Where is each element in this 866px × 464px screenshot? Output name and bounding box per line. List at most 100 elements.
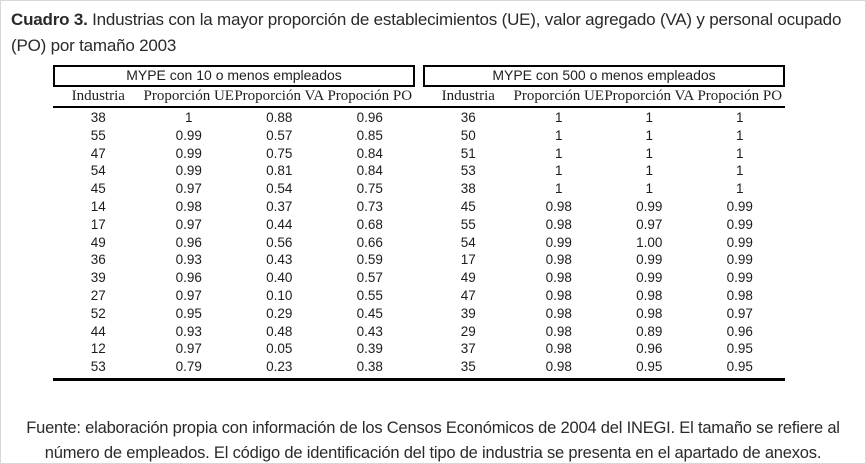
table-cell: 1 [554, 181, 563, 197]
column-header: Propoción PO [327, 88, 413, 104]
table-row-half: 12 0.97 0.05 0.39 [53, 340, 415, 358]
table-cell: 47 [460, 287, 476, 303]
table-cell: 0.95 [636, 359, 663, 375]
table-cell: 0.84 [356, 163, 383, 179]
table-row: 53 0.79 0.23 0.38 35 0.98 0.95 0.95 [53, 358, 785, 376]
table-cell: 0.55 [356, 287, 383, 303]
table-row-half: 39 0.98 0.98 0.97 [423, 305, 785, 323]
table-cell: 17 [460, 252, 476, 268]
table-body: 38 1 0.88 0.96 36 1 1 1 55 0.99 0.57 0.85 50 1 1 1 47 0.9… [53, 108, 785, 381]
row-gap [415, 198, 423, 216]
row-gap [415, 269, 423, 287]
row-gap [415, 305, 423, 323]
source-note: Fuente: elaboración propia con informaci… [26, 418, 840, 462]
table-row-half: 45 0.98 0.99 0.99 [423, 198, 785, 216]
table-cell: 0.37 [266, 198, 293, 214]
table-cell: 0.99 [175, 145, 202, 161]
table-cell: 0.88 [266, 110, 293, 125]
table-row-half: 54 0.99 0.81 0.84 [53, 162, 415, 180]
table-caption: Cuadro 3. Industrias con la mayor propor… [11, 7, 855, 59]
row-gap [415, 216, 423, 234]
table-cell: 45 [90, 181, 106, 197]
table-cell: 1.00 [636, 234, 663, 250]
row-gap [415, 251, 423, 269]
row-gap [415, 109, 423, 127]
table-row-half: 17 0.97 0.44 0.68 [53, 216, 415, 234]
table-row-half: 38 1 1 1 [423, 180, 785, 198]
table-cell: 0.97 [175, 216, 202, 232]
table-cell: 1 [645, 163, 653, 179]
table-cell: 0.57 [356, 270, 383, 286]
table-cell: 0.97 [175, 287, 202, 303]
column-header-row: Industria Proporción UE Proporción VA Propo… [53, 87, 785, 108]
table-cell: 0.96 [356, 110, 383, 125]
table-row-half: 35 0.98 0.95 0.95 [423, 358, 785, 376]
table-cell: 0.96 [726, 323, 753, 339]
table-cell: 0.99 [545, 234, 572, 250]
row-gap [415, 323, 423, 341]
table-row: 36 0.93 0.43 0.59 17 0.98 0.99 0.99 [53, 251, 785, 269]
caption-label: Cuadro 3. [11, 10, 88, 29]
column-header: Industria [441, 88, 495, 104]
table-cell: 37 [460, 341, 476, 357]
table-cell: 0.40 [266, 270, 293, 286]
table-cell: 0.99 [175, 127, 202, 143]
table-cell: 0.38 [356, 359, 383, 375]
column-header-half: Industria Proporción UE Proporción VA Propo… [423, 87, 785, 106]
table-row: 38 1 0.88 0.96 36 1 1 1 [53, 109, 785, 127]
column-header: Proporción VA [234, 88, 325, 104]
table-row: 44 0.93 0.48 0.43 29 0.98 0.89 0.96 [53, 323, 785, 341]
table-row: 45 0.97 0.54 0.75 38 1 1 1 [53, 180, 785, 198]
row-gap [415, 234, 423, 252]
table-row-half: 55 0.99 0.57 0.85 [53, 127, 415, 145]
table-row-half: 47 0.99 0.75 0.84 [53, 145, 415, 163]
column-header: Propoción PO [697, 88, 783, 104]
column-header: Proporción UE [513, 88, 604, 104]
table-cell: 1 [645, 127, 653, 143]
table-row-half: 55 0.98 0.97 0.99 [423, 216, 785, 234]
table-cell: 1 [184, 110, 193, 125]
table-row: 52 0.95 0.29 0.45 39 0.98 0.98 0.97 [53, 305, 785, 323]
table-cell: 1 [554, 110, 563, 125]
table-row-half: 37 0.98 0.96 0.95 [423, 340, 785, 358]
table-cell: 1 [554, 145, 563, 161]
row-gap [415, 145, 423, 163]
row-gap [415, 162, 423, 180]
table-row: 17 0.97 0.44 0.68 55 0.98 0.97 0.99 [53, 216, 785, 234]
table-cell: 0.93 [175, 323, 202, 339]
table-cell: 0.99 [726, 252, 753, 268]
table-cell: 0.98 [636, 305, 663, 321]
table-cell: 0.97 [726, 305, 753, 321]
group-header-row: MYPE con 10 o menos empleados MYPE con 5… [53, 65, 785, 87]
table-cell: 0.96 [175, 234, 202, 250]
column-header-half: Industria Proporción UE Proporción VA Propo… [53, 87, 415, 106]
table-cell: 55 [90, 127, 106, 143]
table-cell: 17 [90, 216, 106, 232]
table-cell: 0.99 [636, 270, 663, 286]
table-cell: 1 [645, 110, 653, 125]
table-row-half: 29 0.98 0.89 0.96 [423, 323, 785, 341]
row-gap [415, 287, 423, 305]
table-cell: 54 [90, 163, 106, 179]
table-row-half: 45 0.97 0.54 0.75 [53, 180, 415, 198]
table-row: 55 0.99 0.57 0.85 50 1 1 1 [53, 127, 785, 145]
table-cell: 0.99 [726, 216, 753, 232]
table-row-half: 27 0.97 0.10 0.55 [53, 287, 415, 305]
table-cell: 0.44 [266, 216, 293, 232]
table-cell: 0.73 [356, 198, 383, 214]
table-cell: 1 [645, 145, 653, 161]
table-cell: 27 [90, 287, 106, 303]
table-cell: 0.97 [636, 216, 663, 232]
table-cell: 55 [460, 216, 476, 232]
table-cell: 0.84 [356, 145, 383, 161]
table-cell: 0.99 [726, 198, 753, 214]
table-row-half: 49 0.96 0.56 0.66 [53, 234, 415, 252]
table-cell: 0.66 [356, 234, 383, 250]
table-cell: 0.98 [545, 270, 572, 286]
table-cell: 0.98 [545, 216, 572, 232]
table-cell: 0.95 [726, 359, 753, 375]
table-row-half: 51 1 1 1 [423, 145, 785, 163]
column-header: Proporción UE [143, 88, 234, 104]
table-cell: 53 [90, 359, 106, 375]
table-cell: 39 [460, 305, 476, 321]
